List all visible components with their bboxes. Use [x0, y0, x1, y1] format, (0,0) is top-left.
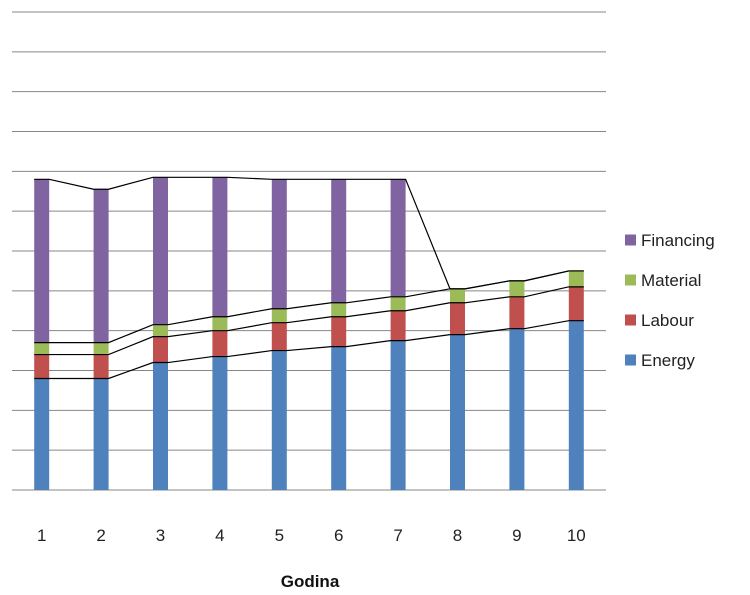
bar-energy-9	[509, 328, 525, 490]
legend-swatch-material	[625, 274, 636, 286]
bar-financing-2	[93, 189, 109, 343]
x-tick-label: 6	[334, 526, 343, 545]
bar-material-6	[331, 302, 347, 317]
legend-swatch-energy	[625, 354, 636, 366]
legend-label-material: Material	[641, 271, 701, 290]
bar-financing-4	[212, 177, 228, 317]
connector-line-energy	[34, 320, 584, 380]
bar-labour-7	[390, 310, 406, 341]
connector-line-financing	[34, 176, 584, 290]
bar-material-10	[568, 270, 584, 287]
bar-material-4	[212, 316, 228, 331]
bar-labour-1	[34, 354, 50, 379]
bar-energy-10	[568, 320, 584, 490]
bar-financing-5	[271, 179, 287, 309]
x-tick-label: 3	[156, 526, 165, 545]
bar-energy-3	[153, 362, 168, 490]
x-tick-label: 2	[96, 526, 105, 545]
bar-financing-1	[34, 179, 50, 343]
bar-material-5	[271, 308, 287, 323]
bar-labour-5	[271, 322, 287, 351]
x-tick-label: 1	[37, 526, 46, 545]
gridlines	[12, 11, 606, 491]
bar-labour-2	[93, 354, 109, 379]
x-tick-label: 10	[567, 526, 586, 545]
bar-energy-2	[93, 378, 109, 490]
bar-energy-4	[212, 356, 228, 490]
bar-labour-9	[509, 296, 525, 329]
connector-lines	[34, 176, 584, 380]
legend: Financing Material Labour Energy	[625, 231, 715, 370]
bar-material-2	[93, 342, 109, 355]
legend-label-energy: Energy	[641, 351, 695, 370]
bar-energy-8	[450, 334, 465, 490]
x-tick-label: 9	[512, 526, 521, 545]
legend-label-financing: Financing	[641, 231, 715, 250]
bar-material-8	[450, 288, 465, 303]
x-tick-label: 8	[453, 526, 462, 545]
bar-material-9	[509, 280, 525, 297]
x-tick-labels: 1 2 3 4 5 6 7 8 9 10	[37, 526, 586, 545]
bar-energy-1	[34, 378, 50, 490]
bar-material-3	[153, 324, 168, 337]
legend-swatch-financing	[625, 234, 636, 246]
bar-labour-10	[568, 286, 584, 321]
x-tick-label: 7	[393, 526, 402, 545]
bars	[34, 177, 584, 490]
connector-line-material	[34, 270, 584, 344]
bar-energy-6	[331, 346, 347, 490]
legend-swatch-labour	[625, 314, 636, 326]
bar-financing-6	[331, 179, 347, 303]
legend-label-labour: Labour	[641, 311, 694, 330]
bar-material-7	[390, 296, 406, 311]
bar-energy-7	[390, 340, 406, 490]
bar-financing-3	[153, 177, 168, 325]
x-tick-label: 4	[215, 526, 224, 545]
bar-financing-7	[390, 179, 406, 297]
bar-energy-5	[271, 350, 287, 490]
x-axis-title: Godina	[281, 572, 340, 591]
connector-line-labour	[34, 286, 584, 356]
bar-material-1	[34, 342, 50, 355]
x-tick-label: 5	[275, 526, 284, 545]
bar-labour-4	[212, 330, 228, 357]
bar-labour-3	[153, 336, 168, 363]
bar-labour-8	[450, 302, 465, 335]
bar-labour-6	[331, 316, 347, 347]
